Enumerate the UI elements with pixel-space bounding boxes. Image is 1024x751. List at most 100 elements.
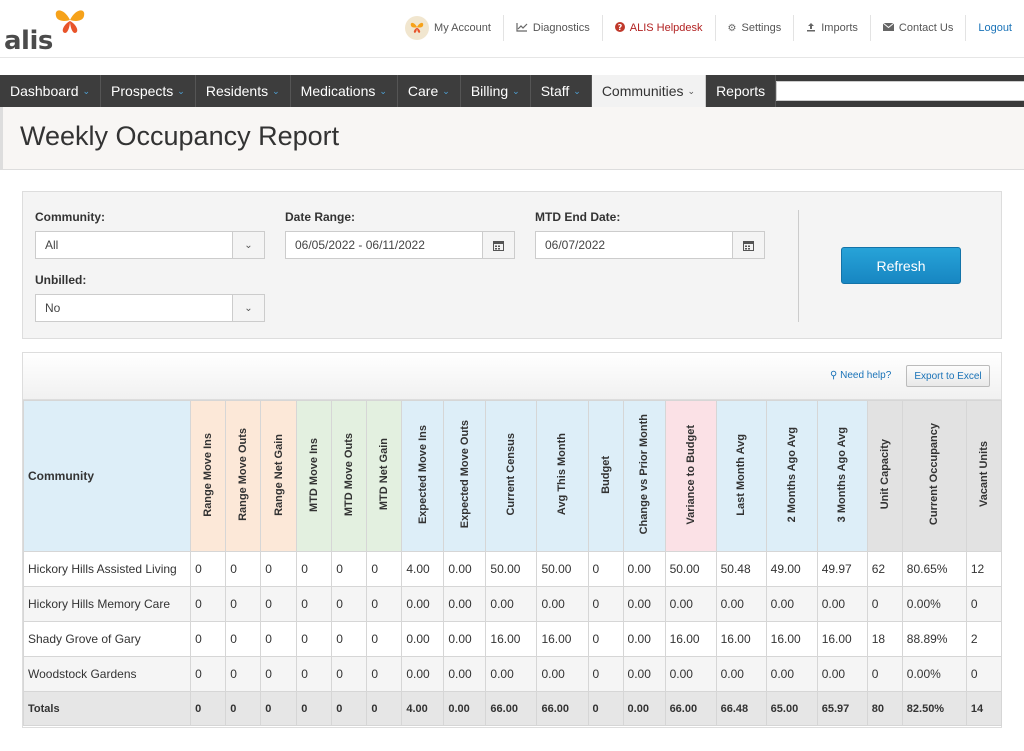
date-range-field[interactable]: 06/05/2022 - 06/11/2022 <box>285 231 515 259</box>
nav-search <box>776 75 1024 107</box>
table-cell: 0 <box>331 621 368 657</box>
totals-cell: 14 <box>965 691 1003 726</box>
calendar-icon[interactable] <box>482 232 514 258</box>
column-header[interactable]: Range Move Outs <box>225 400 262 552</box>
unbilled-select[interactable]: No ⌄ <box>35 294 265 322</box>
table-cell: 0.00 <box>443 551 487 587</box>
table-cell: 0.00 <box>443 656 487 692</box>
table-cell: 0 <box>331 656 368 692</box>
table-cell: 80.65% <box>901 551 967 587</box>
chevron-down-icon: ⌄ <box>442 85 450 96</box>
butterfly-logo-icon <box>55 10 85 33</box>
table-cell: 0.00 <box>715 586 767 622</box>
column-header[interactable]: Expected Move Ins <box>401 400 445 552</box>
column-header[interactable]: Last Month Avg <box>715 400 767 552</box>
community-select[interactable]: All ⌄ <box>35 231 265 259</box>
need-help-link[interactable]: ⚲ Need help? <box>830 370 891 381</box>
alis-helpdesk-link[interactable]: ? ALIS Helpdesk <box>601 15 715 41</box>
community-label: Community: <box>35 210 105 224</box>
nav-billing[interactable]: Billing ⌄ <box>460 75 531 107</box>
filter-divider <box>798 210 799 322</box>
imports-link[interactable]: Imports <box>793 15 870 41</box>
table-cell: 0 <box>366 621 403 657</box>
nav-staff[interactable]: Staff ⌄ <box>530 75 592 107</box>
column-header[interactable]: Change vs Prior Month <box>622 400 666 552</box>
table-cell: 16.00 <box>664 621 717 657</box>
column-header-label: Variance to Budget <box>684 424 697 525</box>
column-header[interactable]: Expected Move Outs <box>443 400 487 552</box>
column-header-label: Unit Capacity <box>878 439 891 510</box>
table-cell: 50.00 <box>536 551 589 587</box>
column-header[interactable]: Unit Capacity <box>866 400 903 552</box>
column-header[interactable]: Variance to Budget <box>664 400 717 552</box>
column-header[interactable]: Range Net Gain <box>260 400 298 552</box>
column-header[interactable]: 3 Months Ago Avg <box>816 400 868 552</box>
contact-us-label: Contact Us <box>898 22 954 34</box>
table-cell: 16.00 <box>816 621 868 657</box>
question-circle-icon: ? <box>614 21 625 35</box>
chevron-down-icon: ⌄ <box>82 85 91 96</box>
column-header[interactable]: Budget <box>587 400 624 552</box>
nav-communities[interactable]: Communities ⌄ <box>591 75 707 107</box>
nav-prospects-label: Prospects <box>111 83 174 99</box>
table-cell: 0.00 <box>401 656 445 692</box>
my-account-link[interactable]: My Account <box>393 15 503 41</box>
column-header[interactable]: MTD Move Outs <box>331 400 368 552</box>
calendar-icon[interactable] <box>732 232 764 258</box>
column-header[interactable]: Current Occupancy <box>901 400 967 552</box>
table-cell: 0.00 <box>536 656 589 692</box>
community-name-cell: Hickory Hills Assisted Living <box>22 551 192 587</box>
table-cell: 4.00 <box>401 551 445 587</box>
table-cell: 0 <box>260 621 298 657</box>
table-cell: 0 <box>260 551 298 587</box>
chevron-down-icon[interactable]: ⌄ <box>232 295 264 321</box>
column-header[interactable]: Current Census <box>485 400 538 552</box>
table-cell: 0 <box>225 656 262 692</box>
table-header-row: Community Range Move Ins Range Move Outs Ra… <box>22 400 1003 552</box>
column-header-label: Expected Move Ins <box>416 424 429 525</box>
refresh-button[interactable]: Refresh <box>841 247 961 284</box>
table-cell: 0 <box>296 551 333 587</box>
chevron-down-icon: ⌄ <box>687 85 696 96</box>
community-select-value: All <box>45 238 59 252</box>
table-cell: 12 <box>965 551 1003 587</box>
table-cell: 18 <box>866 621 903 657</box>
settings-link[interactable]: ⚙ Settings <box>714 15 794 41</box>
contact-us-link[interactable]: Contact Us <box>869 15 965 41</box>
table-cell: 62 <box>866 551 903 587</box>
nav-reports[interactable]: Reports <box>706 75 777 107</box>
table-cell: 0.00 <box>765 586 818 622</box>
nav-dashboard[interactable]: Dashboard ⌄ <box>0 75 102 107</box>
chevron-down-icon[interactable]: ⌄ <box>232 232 264 258</box>
column-header[interactable]: Range Move Ins <box>190 400 227 552</box>
totals-cell: 0 <box>331 691 368 726</box>
column-header[interactable]: MTD Net Gain <box>366 400 403 552</box>
column-header[interactable]: MTD Move Ins <box>296 400 333 552</box>
nav-residents[interactable]: Residents ⌄ <box>195 75 291 107</box>
nav-medications[interactable]: Medications ⌄ <box>290 75 398 107</box>
table-cell: 0 <box>190 656 227 692</box>
nav-care[interactable]: Care ⌄ <box>397 75 461 107</box>
logout-link[interactable]: Logout <box>965 15 1024 41</box>
totals-cell: 65.00 <box>765 691 818 726</box>
need-help-label: Need help? <box>840 370 892 381</box>
table-cell: 0 <box>296 621 333 657</box>
table-cell: 0.00 <box>401 586 445 622</box>
nav-prospects[interactable]: Prospects ⌄ <box>101 75 196 107</box>
diagnostics-link[interactable]: Diagnostics <box>502 15 602 41</box>
column-header[interactable]: Vacant Units <box>965 400 1003 552</box>
alis-logo[interactable]: alis <box>4 6 94 56</box>
column-header-community[interactable]: Community <box>22 400 192 552</box>
table-cell: 0.00 <box>664 656 717 692</box>
search-input[interactable] <box>776 81 1024 101</box>
column-header-label: 3 Months Ago Avg <box>836 426 849 523</box>
column-header[interactable]: Avg This Month <box>536 400 589 552</box>
export-to-excel-button[interactable]: Export to Excel <box>906 365 990 387</box>
totals-cell: 0 <box>587 691 624 726</box>
account-avatar <box>405 16 430 40</box>
mtd-end-date-field[interactable]: 06/07/2022 <box>535 231 765 259</box>
table-cell: 88.89% <box>901 621 967 657</box>
logout-label: Logout <box>978 22 1012 34</box>
page-header: Weekly Occupancy Report <box>0 107 1024 170</box>
column-header[interactable]: 2 Months Ago Avg <box>765 400 818 552</box>
